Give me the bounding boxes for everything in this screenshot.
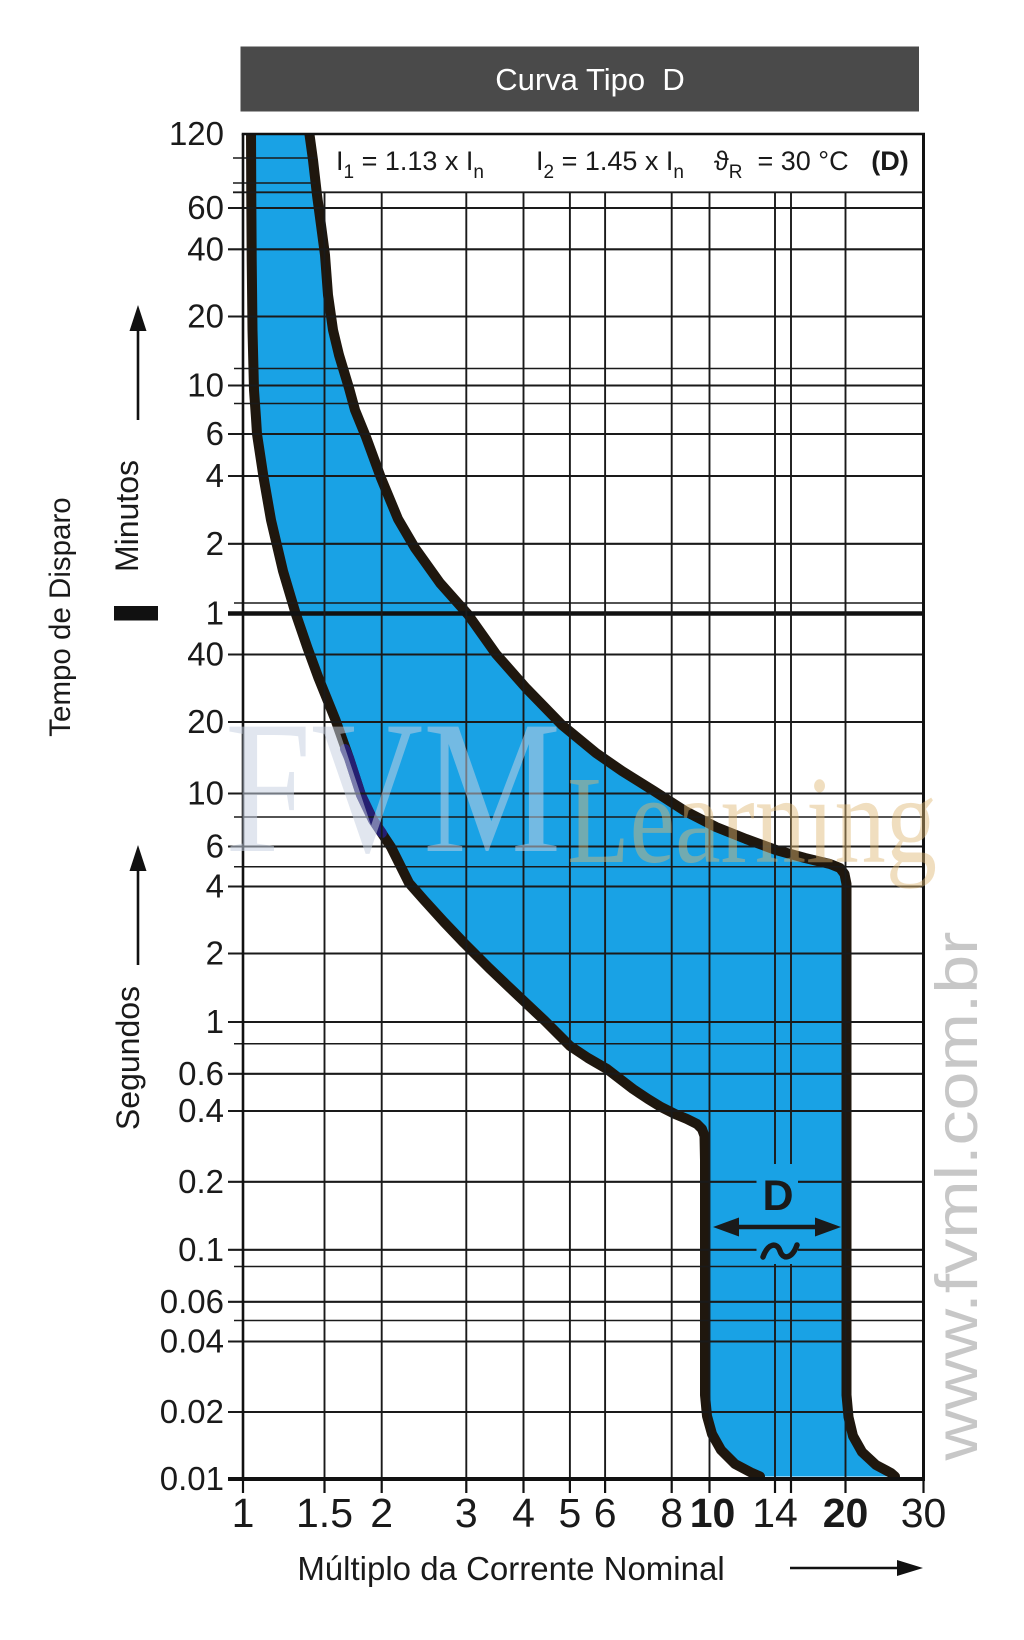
svg-text:20: 20	[823, 1490, 869, 1536]
svg-text:20: 20	[187, 703, 224, 740]
svg-text:6: 6	[206, 415, 224, 452]
svg-text:FVM: FVM	[225, 683, 561, 893]
svg-text:Segundos: Segundos	[110, 986, 146, 1130]
svg-text:4: 4	[512, 1490, 535, 1536]
svg-text:I2 = 1.45 x In: I2 = 1.45 x In	[536, 146, 684, 183]
svg-text:www.fvml.com.br: www.fvml.com.br	[924, 932, 990, 1462]
svg-text:2: 2	[370, 1490, 393, 1536]
svg-text:ϑR = 30 °C: ϑR = 30 °C	[714, 146, 849, 183]
svg-text:Curva Tipo D: Curva Tipo D	[495, 62, 685, 97]
svg-text:0.01: 0.01	[160, 1460, 224, 1497]
svg-text:2: 2	[206, 935, 224, 972]
svg-text:6: 6	[594, 1490, 617, 1536]
svg-text:Múltiplo da Corrente Nominal: Múltiplo da Corrente Nominal	[297, 1550, 724, 1587]
svg-text:3: 3	[455, 1490, 478, 1536]
svg-text:2: 2	[206, 525, 224, 562]
svg-text:10: 10	[690, 1490, 736, 1536]
svg-text:10: 10	[187, 775, 224, 812]
svg-text:4: 4	[206, 868, 224, 905]
svg-text:6: 6	[206, 828, 224, 865]
svg-text:8: 8	[660, 1490, 683, 1536]
svg-text:1: 1	[232, 1490, 255, 1536]
svg-text:Minutos: Minutos	[109, 460, 145, 572]
svg-text:14: 14	[752, 1490, 798, 1536]
svg-text:5: 5	[558, 1490, 581, 1536]
svg-text:0.1: 0.1	[178, 1231, 224, 1268]
svg-text:40: 40	[187, 636, 224, 673]
svg-text:Learning: Learning	[567, 752, 937, 890]
svg-text:Tempo de Disparo: Tempo de Disparo	[44, 497, 77, 736]
svg-text:120: 120	[169, 115, 224, 152]
svg-text:0.04: 0.04	[160, 1323, 224, 1360]
svg-text:1: 1	[206, 595, 224, 632]
svg-text:(D): (D)	[871, 146, 908, 176]
svg-text:30: 30	[901, 1490, 947, 1536]
svg-text:0.4: 0.4	[178, 1092, 224, 1129]
svg-text:60: 60	[187, 189, 224, 226]
svg-text:0.2: 0.2	[178, 1163, 224, 1200]
svg-text:1: 1	[206, 1003, 224, 1040]
svg-text:1.5: 1.5	[296, 1490, 353, 1536]
svg-text:10: 10	[187, 367, 224, 404]
svg-text:0.02: 0.02	[160, 1393, 224, 1430]
svg-text:20: 20	[187, 298, 224, 335]
svg-text:4: 4	[206, 457, 224, 494]
svg-text:D: D	[762, 1172, 793, 1220]
svg-text:0.6: 0.6	[178, 1055, 224, 1092]
svg-text:40: 40	[187, 230, 224, 267]
svg-text:0.06: 0.06	[160, 1283, 224, 1320]
